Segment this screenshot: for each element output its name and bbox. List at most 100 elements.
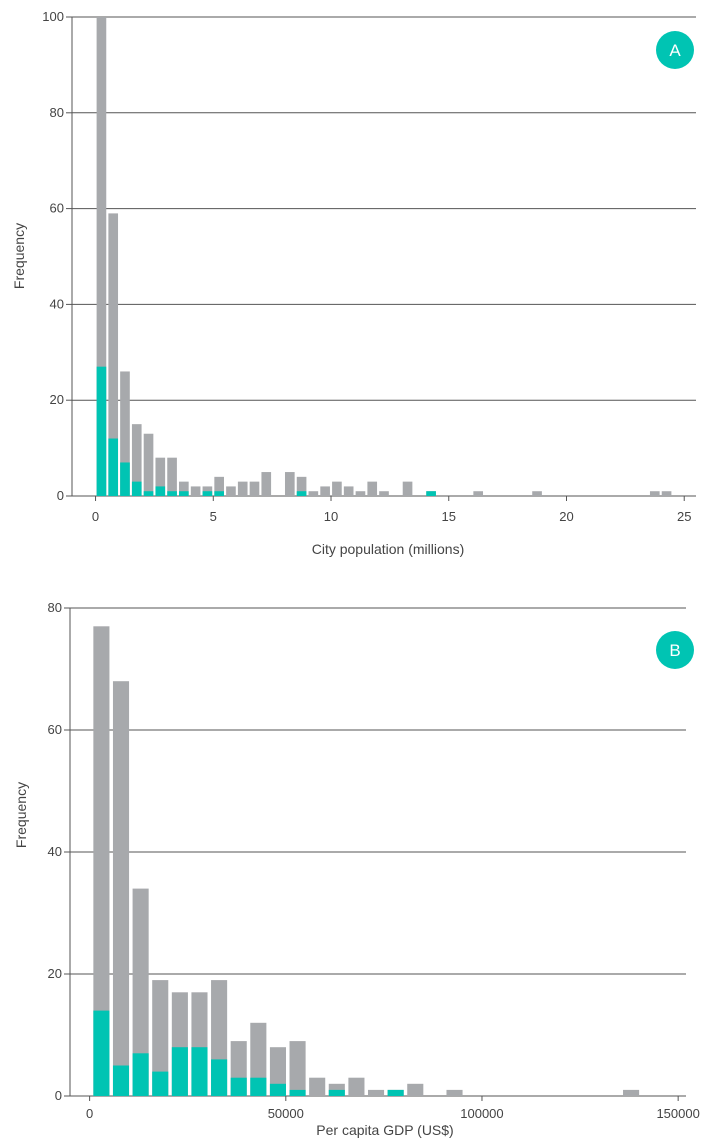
panel-a-bar-total [167, 457, 177, 496]
panel-a-x-tick-label: 0 [92, 509, 99, 524]
panel-b-y-tick-label: 20 [48, 966, 62, 981]
panel-b-bar-total [289, 1041, 306, 1096]
panel-b-y-axis-title: Frequency [13, 782, 29, 848]
panel-a-bar-total [532, 491, 542, 496]
panel-b-x-tick-label: 150000 [656, 1106, 699, 1121]
panel-a-bar-highlighted [131, 481, 142, 496]
panel-a-bar-total [332, 481, 342, 496]
panel-a-bar-total [473, 491, 484, 496]
panel-b-bar-highlighted [132, 1053, 149, 1096]
panel-b-bar-total [152, 980, 169, 1096]
panel-a-bar-highlighted [155, 486, 166, 496]
panel-b-bar-highlighted [112, 1065, 130, 1096]
panel-a-bar-total [120, 371, 130, 496]
panel-b-bar-highlighted [250, 1077, 267, 1096]
panel-a-badge-circle [656, 31, 694, 69]
panel-b-bar-total [348, 1077, 365, 1096]
panel-a-bar-total [226, 486, 236, 496]
panel-a-x-tick-label: 20 [559, 509, 573, 524]
panel-b-y-tick-label: 0 [55, 1088, 62, 1103]
panel-a-bar-highlighted [120, 462, 130, 496]
panel-b-bar-total [623, 1089, 640, 1096]
panel-a-y-tick-label: 100 [42, 9, 64, 24]
panel-a-bar-total [143, 433, 154, 496]
panel-a-bar-total [179, 481, 189, 496]
panel-a-bar-total [308, 491, 319, 496]
panel-a-y-tick-label: 40 [50, 296, 64, 311]
panel-a-y-tick-label: 20 [50, 392, 64, 407]
panel-a-x-axis-title: City population (millions) [312, 541, 465, 557]
panel-a-x-tick-label: 5 [210, 509, 217, 524]
panel-a-bar-total [367, 481, 378, 496]
panel-b-bar-highlighted [289, 1089, 306, 1096]
panel-a-bars [96, 17, 672, 496]
panel-a-y-tick-labels: 0 20 40 60 80 100 [42, 9, 64, 503]
panel-a-y-tick-label: 60 [50, 201, 64, 216]
panel-b-bar-highlighted [171, 1047, 188, 1096]
panel-b-y-tick-label: 40 [48, 844, 62, 859]
panel-b-bar-total [112, 681, 130, 1096]
panel-b-bars [93, 626, 640, 1096]
panel-b-bar-highlighted [211, 1059, 228, 1096]
panel-a-bar-total [284, 472, 295, 496]
panel-a-bar-total [355, 491, 366, 496]
panel-b-bar-highlighted [269, 1083, 286, 1096]
panel-b-bar-total [132, 888, 149, 1096]
panel-b-x-tick-labels: 0 50000 100000 150000 [86, 1106, 700, 1121]
panel-a-bar-total [96, 17, 107, 496]
panel-b-bar-total [446, 1089, 463, 1096]
panel-a-bar-total [296, 476, 307, 496]
panel-a-bar-highlighted [202, 491, 213, 496]
panel-a-bar-total [661, 491, 672, 496]
panel-a-bar-total [343, 486, 354, 496]
panel-b-badge-circle [656, 631, 694, 669]
panel-a-bar-highlighted [96, 366, 107, 496]
panel-a-bar-total [261, 472, 272, 496]
panel-a-bar-total [131, 424, 142, 496]
panel-a-x-tick-label: 10 [324, 509, 338, 524]
panel-a-bar-highlighted [214, 491, 224, 496]
panel-a-bar-total [108, 213, 119, 496]
panel-b-bar-total [407, 1083, 424, 1096]
panel-b: 0 20 40 60 80 0 50000 100000 150000 Per capita … [13, 600, 700, 1138]
panel-b-badge: B [656, 631, 694, 669]
panel-a-bar-total [249, 481, 260, 496]
panel-a-gridlines [66, 16, 696, 501]
panel-a-x-tick-labels: 0 5 10 15 20 25 [92, 509, 692, 524]
panel-b-bar-total [367, 1089, 385, 1096]
panel-b-y-tick-label: 80 [48, 600, 62, 615]
panel-b-x-axis-title: Per capita GDP (US$) [316, 1122, 453, 1138]
panel-a-bar-total [237, 481, 248, 496]
panel-a-bar-total [649, 491, 660, 496]
panel-a-bar-highlighted [296, 491, 307, 496]
panel-b-bar-highlighted [328, 1089, 345, 1096]
panel-a-bar-total [190, 486, 201, 496]
panel-b-bar-total [309, 1077, 326, 1096]
panel-a-bar-total [155, 457, 166, 496]
panel-b-x-tick-label: 0 [86, 1106, 93, 1121]
panel-a-y-tick-label: 80 [50, 105, 64, 120]
panel-a-bar-total [320, 486, 330, 496]
panel-a-bar-highlighted [108, 438, 119, 496]
panel-a-y-axis-title: Frequency [11, 223, 27, 289]
panel-a-bar-highlighted [143, 491, 154, 496]
panel-a-x-tick-label: 25 [677, 509, 691, 524]
panel-a-badge-label: A [669, 41, 681, 60]
panel-b-x-tick-label: 100000 [460, 1106, 503, 1121]
panel-a: 0 20 40 60 80 100 0 5 10 15 20 25 City population … [11, 9, 696, 557]
panel-a-bar-highlighted [167, 491, 177, 496]
panel-b-x-tick-label: 50000 [268, 1106, 304, 1121]
panel-a-bar-highlighted [426, 491, 436, 496]
panel-a-bar-total [402, 481, 413, 496]
panel-b-bar-total [93, 626, 110, 1096]
panel-a-bar-total [214, 476, 224, 496]
panel-b-bar-highlighted [152, 1071, 169, 1096]
panel-b-badge-label: B [669, 641, 680, 660]
panel-b-bar-highlighted [93, 1010, 110, 1096]
panel-b-y-tick-labels: 0 20 40 60 80 [48, 600, 62, 1103]
panel-b-y-tick-label: 60 [48, 722, 62, 737]
panel-b-bar-highlighted [387, 1089, 404, 1096]
panel-a-x-tick-label: 15 [442, 509, 456, 524]
panel-a-bar-highlighted [179, 491, 189, 496]
